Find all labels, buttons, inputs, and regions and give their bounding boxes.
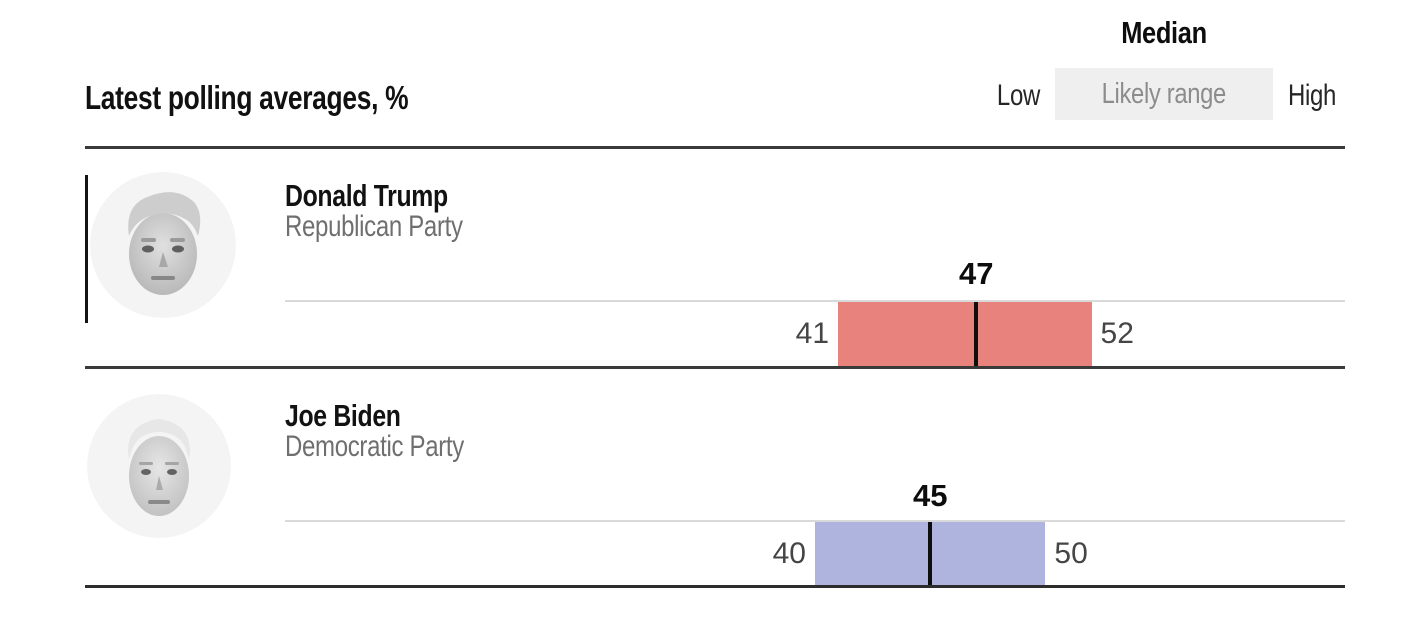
candidate-row-trump: Donald Trump Republican Party 47 41 52 bbox=[0, 148, 1416, 366]
chart-title: Latest polling averages, % bbox=[85, 79, 409, 116]
candidate-row-biden: Joe Biden Democratic Party 45 40 50 bbox=[0, 367, 1416, 585]
active-row-indicator bbox=[85, 175, 88, 323]
candidate-name: Joe Biden bbox=[285, 398, 401, 433]
biden-portrait-graphic bbox=[87, 394, 231, 538]
bottom-divider bbox=[85, 585, 1345, 588]
row-divider bbox=[85, 366, 1345, 369]
legend-likely-range-text: Likely range bbox=[1101, 77, 1227, 110]
biden-portrait-image bbox=[87, 394, 231, 538]
legend-low-label: Low bbox=[996, 79, 1040, 112]
median-marker-line bbox=[974, 302, 979, 366]
legend-median-text: Median bbox=[1121, 15, 1207, 50]
high-value-label: 52 bbox=[1100, 317, 1134, 350]
median-marker-line bbox=[928, 522, 933, 585]
low-value-label: 41 bbox=[795, 317, 830, 350]
median-value-label: 47 bbox=[959, 256, 994, 291]
trump-portrait-image bbox=[90, 172, 236, 318]
axis-baseline bbox=[285, 300, 1345, 302]
legend-likely-range-swatch: Likely range bbox=[1055, 68, 1273, 120]
legend-median-label: Median bbox=[1112, 15, 1216, 51]
legend-high-label: High bbox=[1288, 79, 1337, 112]
candidate-party: Republican Party bbox=[285, 210, 463, 243]
axis-baseline bbox=[285, 520, 1345, 522]
high-value-label: 50 bbox=[1054, 537, 1088, 570]
low-value-label: 40 bbox=[772, 537, 806, 570]
candidate-name: Donald Trump bbox=[285, 178, 448, 213]
trump-portrait-graphic bbox=[90, 172, 236, 318]
header-divider bbox=[85, 146, 1345, 149]
likely-range-bar bbox=[838, 302, 1092, 366]
candidate-party: Democratic Party bbox=[285, 430, 464, 463]
median-value-label: 45 bbox=[912, 478, 948, 513]
